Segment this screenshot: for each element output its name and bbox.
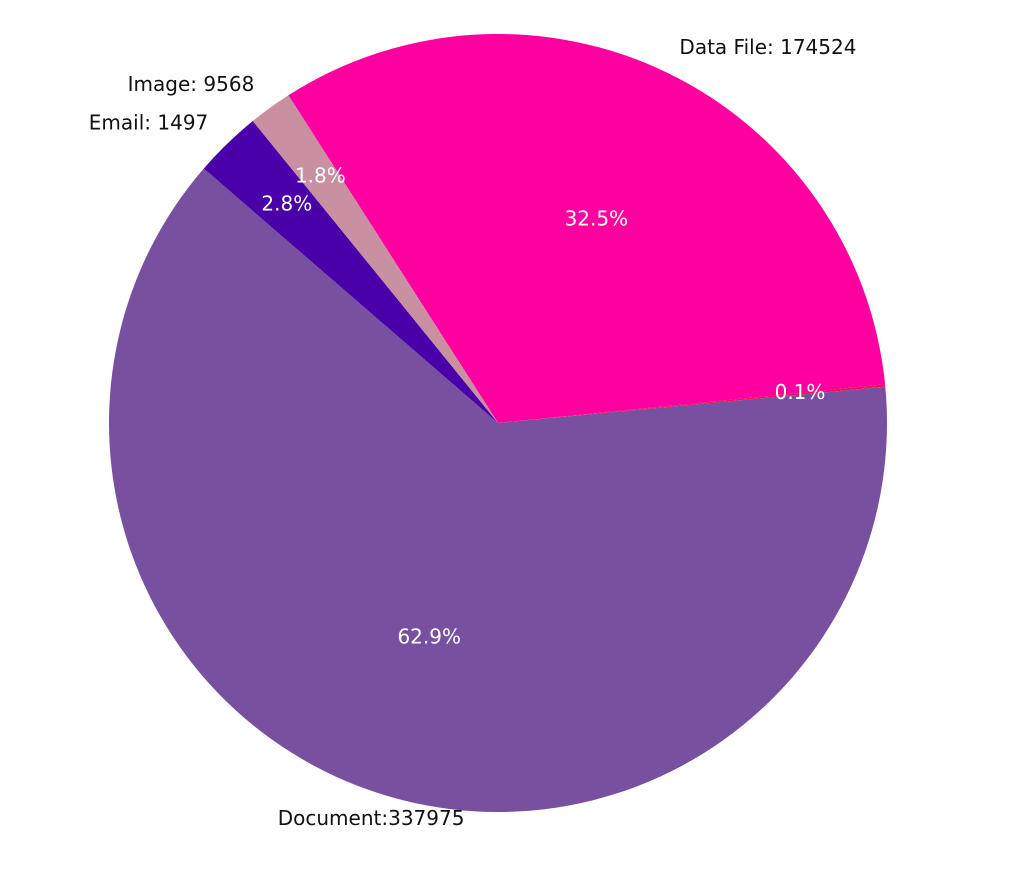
slice-label: Image: 9568 bbox=[128, 72, 255, 96]
pie-slice bbox=[498, 384, 886, 423]
slice-percent-label: 2.8% bbox=[261, 192, 312, 216]
slice-label: Email: 1497 bbox=[89, 111, 208, 135]
pie-slice bbox=[288, 33, 886, 423]
slice-percent-label: 0.1% bbox=[775, 380, 826, 404]
slice-percent-label: 1.8% bbox=[295, 164, 346, 188]
pie-slice bbox=[203, 121, 498, 423]
slice-label: Document:337975 bbox=[278, 806, 465, 830]
pie-slice bbox=[108, 168, 887, 812]
slice-label: Data File: 174524 bbox=[679, 35, 856, 59]
slice-percent-label: 62.9% bbox=[397, 624, 461, 648]
slice-percent-label: 32.5% bbox=[565, 206, 629, 230]
pie-slice bbox=[252, 95, 498, 424]
